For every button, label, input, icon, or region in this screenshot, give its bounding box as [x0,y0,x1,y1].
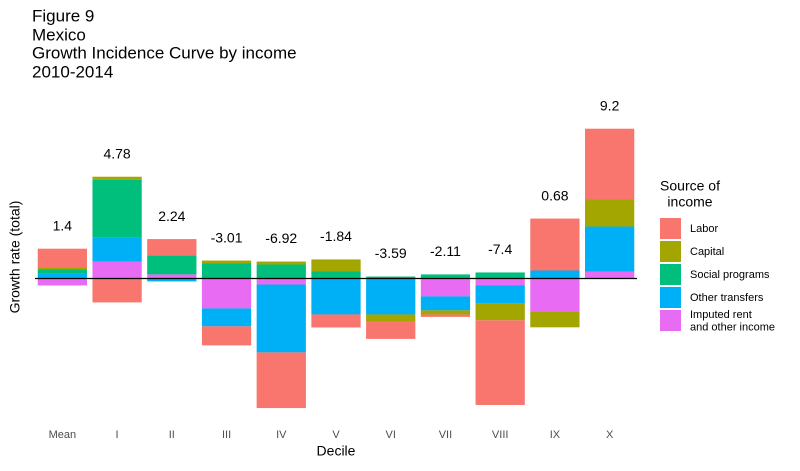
bar-segment [256,352,306,409]
bar-segment [420,296,471,311]
bar-segment [92,278,142,303]
total-label: -2.11 [430,243,461,259]
bar-segment [311,271,361,279]
bar-segment [256,284,306,353]
bar-segment [475,278,525,286]
legend-label: Imputed rent and other income [690,309,775,334]
bar-segment [530,218,580,271]
bar-segment [366,278,416,315]
x-tick-label: IX [550,429,561,441]
chart-title: 2010-2014 [32,62,113,81]
bar-segment [530,270,580,279]
bar-segment [201,260,252,264]
x-tick-label: VII [439,429,452,441]
total-label: -3.01 [211,229,243,245]
legend-key [660,218,681,239]
bar-segment [92,176,142,180]
bar-segment [366,321,416,339]
bar-segment [201,326,252,346]
bar-segment [585,199,635,227]
bar-segment [201,308,252,327]
bar-segment [311,314,361,328]
bar-segment [147,274,197,279]
x-tick-label: I [116,429,119,441]
bar-segment [311,278,361,315]
bar-segment [147,278,197,282]
total-label: -1.84 [320,228,352,244]
legend-label: Capital [690,246,724,258]
bar-segment [37,267,87,270]
total-label: -3.59 [375,245,407,261]
chart-title: Figure 9 [32,6,94,25]
bar-segment [420,278,471,297]
chart-title: Mexico [32,25,86,44]
bar-segment [585,226,635,272]
x-tick-label: V [332,429,340,441]
x-tick-label: III [222,429,231,441]
total-label: 0.68 [541,187,568,203]
legend-key [660,310,681,331]
bar-segment [530,278,580,312]
total-label: 9.2 [600,97,620,113]
bar-segment [420,310,471,315]
bar-segment [366,314,416,322]
bar-segment [311,259,361,272]
bar-segment [256,264,306,279]
bar-segment [366,276,416,279]
total-label: -6.92 [265,230,297,246]
total-label: 4.78 [103,145,130,161]
bar-segment [147,239,197,256]
chart-title: Growth Incidence Curve by income [32,43,297,62]
x-tick-label: IV [276,429,287,441]
bar-segment [92,261,142,279]
bar-segment [585,128,635,200]
total-label: -7.4 [488,241,512,257]
x-tick-label: Mean [49,429,77,441]
legend-key [660,264,681,285]
x-tick-label: VI [386,429,396,441]
x-axis-title: Decile [317,443,356,459]
bar-segment [256,261,306,265]
bar-segment [92,179,142,238]
bar-segment [475,303,525,321]
bar-segment [530,311,580,328]
bar-segment [37,269,87,274]
x-tick-label: II [169,429,175,441]
legend-key [660,287,681,308]
bar-segment [475,285,525,304]
bar-segment [37,278,87,286]
bar-segment [256,278,306,285]
legend-key [660,241,681,262]
bar-segment [37,248,87,268]
y-axis-title: Growth rate (total) [7,201,23,314]
bar-segment [37,273,87,279]
x-tick-label: X [606,429,614,441]
legend-title: income [667,194,712,210]
bar-segment [420,314,471,317]
bar-segment [475,272,525,279]
bar-segment [201,278,252,309]
bar-segment [92,237,142,262]
bar-segment [147,255,197,275]
legend-title: Source of [660,178,720,194]
bar-segment [420,274,471,279]
bar-segment [475,320,525,405]
x-tick-label: VIII [492,429,509,441]
total-label: 2.24 [158,208,185,224]
legend-label: Labor [690,223,718,235]
legend-label: Social programs [690,269,770,281]
total-label: 1.4 [53,217,73,233]
bar-segment [585,271,635,279]
bar-segment [201,263,252,279]
legend-label: Other transfers [690,292,764,304]
